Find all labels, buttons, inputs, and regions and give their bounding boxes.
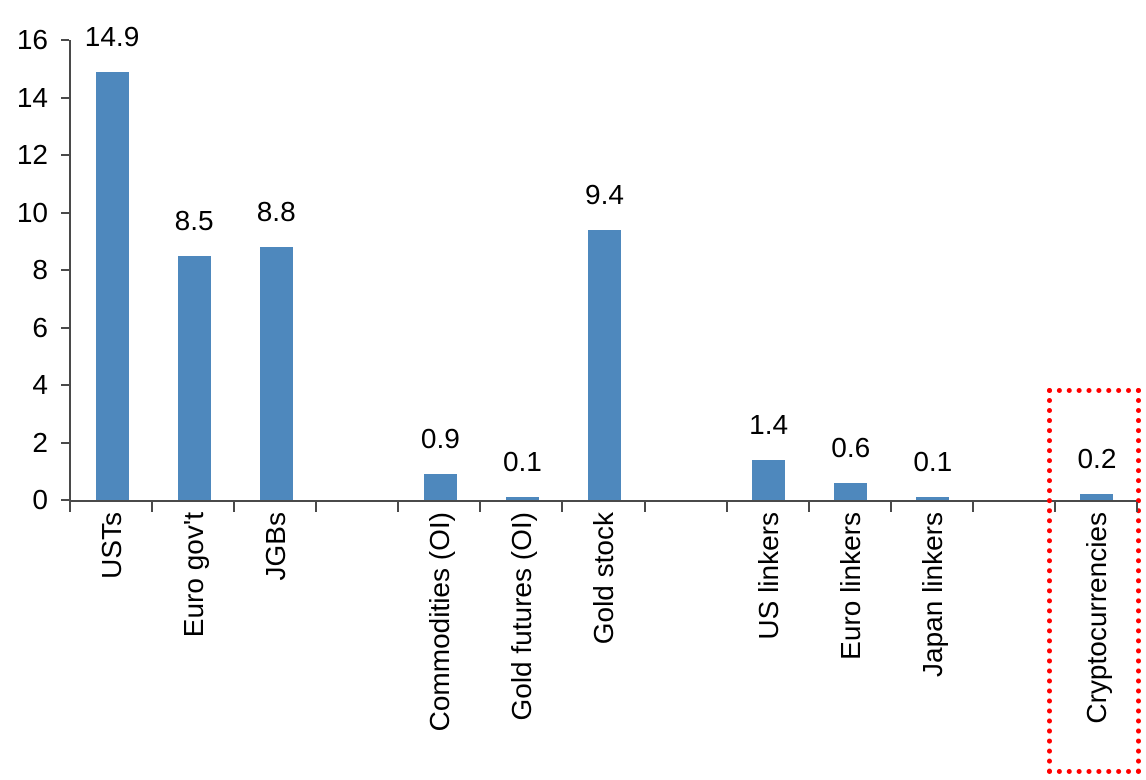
x-axis-label-cell: JGBs [235,512,317,780]
x-axis-label-cell: Japan linkers [892,512,974,780]
y-axis-tick-label: 0 [32,484,48,515]
x-axis-tick [397,502,400,512]
x-axis-label-euro-gov-t: Euro gov't [178,512,210,638]
x-axis-tick [561,502,564,512]
x-axis-tick [725,502,728,512]
y-axis-tick-label: 4 [32,369,48,400]
bar-value-label: 8.5 [174,204,214,236]
x-axis-label-cell: Commodities (OI) [399,512,481,780]
y-axis-tick-label: 8 [32,254,48,285]
x-axis-label-cell: Cryptocurrencies [1056,512,1138,780]
bar-value-label: 9.4 [585,178,624,210]
x-axis-tick [1136,502,1138,512]
x-axis-tick [69,502,71,512]
cryptocurrencies-highlight-box [1047,388,1141,774]
y-axis-tick-label: 16 [16,24,48,55]
bar-euro-gov-t [177,255,211,500]
y-axis-tick [61,326,69,329]
x-axis-label-usts: USTs [96,512,128,579]
x-axis-label-cell: Gold stock [563,512,645,780]
bar-value-label: 8.8 [256,196,296,227]
bar-value-label: 0.6 [831,431,871,463]
bar-gold-stock [588,229,621,500]
y-axis-tick [61,499,69,501]
x-axis-tick [971,502,974,512]
bar-us-linkers [752,459,786,500]
bar-value-label: 0.1 [502,446,542,478]
bar-jgbs [259,247,293,500]
bar-value-label: 0.1 [913,446,953,478]
x-axis-label-euro-linkers: Euro linkers [834,512,866,660]
x-axis-tick [889,502,892,512]
x-axis-tick [807,502,810,512]
x-axis-tick [315,502,318,512]
y-axis-tick [61,154,69,156]
y-axis-tick [61,211,69,214]
x-axis-tick [151,502,154,512]
y-axis-tick [61,384,69,386]
bar-value-label: 0.9 [420,423,460,455]
x-axis-tick [233,502,236,512]
x-axis-label-commodities-oi-: Commodities (OI) [424,512,456,732]
bar-gold-futures-oi- [505,497,539,500]
bar-euro-linkers [834,482,868,500]
x-axis-label-us-linkers: US linkers [752,512,784,640]
x-axis-label-japan-linkers: Japan linkers [916,512,948,677]
bar-cryptocurrencies [1080,494,1114,500]
bar-value-label: 0.2 [1077,443,1117,475]
x-axis-tick [479,502,482,512]
bar-japan-linkers [916,497,950,500]
y-axis-tick [61,96,69,99]
x-axis-label-cell: US linkers [728,512,810,780]
y-axis-tick-label: 2 [32,426,48,458]
bar-commodities-oi- [423,474,457,500]
x-axis-label-cell: Gold futures (OI) [481,512,563,780]
x-axis-label-cell: Euro linkers [810,512,892,780]
y-axis-tick-label: 14 [16,81,48,113]
y-axis-tick [61,269,69,271]
x-axis-label-jgbs: JGBs [260,512,292,581]
y-axis-tick [61,441,69,444]
y-axis-tick-label: 12 [16,139,48,170]
x-axis-label-cell: USTs [71,512,153,780]
x-axis-label-cell: Euro gov't [153,512,235,780]
bar-value-label: 14.9 [84,20,140,52]
y-axis-tick [61,39,69,41]
y-axis-tick-label: 10 [16,196,48,228]
x-axis-label-gold-futures-oi-: Gold futures (OI) [506,512,538,721]
x-axis-tick [1053,502,1056,512]
y-axis-tick-label: 6 [32,311,48,343]
bar-usts [95,71,129,500]
bar-value-label: 1.4 [749,408,789,440]
plot-area [69,40,1138,502]
x-axis-label-gold-stock: Gold stock [588,512,620,645]
x-axis-tick [643,502,646,512]
x-axis-label-cryptocurrencies: Cryptocurrencies [1080,512,1112,724]
